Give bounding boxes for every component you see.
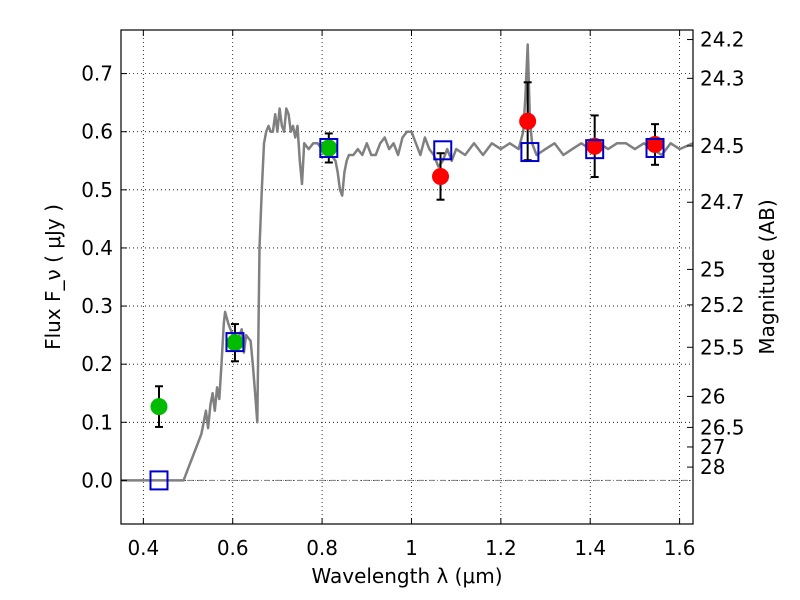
y2-tick-label: 26.5 (700, 415, 745, 439)
y2-tick-label: 24.3 (700, 66, 745, 90)
y2-tick-label: 24.2 (700, 28, 745, 52)
y-tick-label: 0.3 (81, 294, 113, 318)
x-tick-labels: 0.4 0.6 0.8 1 1.2 1.4 1.6 (127, 536, 695, 560)
x-tick-label: 0.6 (217, 536, 249, 560)
data-point (432, 167, 450, 185)
y2-tick-label: 27 (700, 435, 725, 459)
y-tick-label: 0.5 (81, 178, 113, 202)
data-points (150, 112, 664, 416)
model-markers (149, 137, 665, 491)
y-tick-label: 0.4 (81, 236, 113, 260)
model-marker (585, 139, 605, 160)
model-marker (433, 140, 453, 161)
y2-tick-label: 25.2 (700, 293, 745, 317)
data-point (320, 139, 338, 157)
errorbars (154, 81, 660, 428)
data-point (519, 112, 537, 130)
y-tick-label: 0.1 (81, 410, 113, 434)
spectrum-line (121, 43, 694, 482)
y2-tick-label: 24.7 (700, 190, 745, 214)
model-marker (645, 137, 665, 158)
data-point (150, 398, 168, 416)
x-tick-label: 1.2 (485, 536, 517, 560)
model-marker (149, 470, 169, 491)
data-point (226, 334, 244, 352)
y-tick-label: 0.6 (81, 120, 113, 144)
model-marker (520, 142, 540, 163)
grid (121, 30, 693, 524)
plot-frame (120, 29, 694, 525)
y2-tick-label: 25.5 (700, 335, 745, 359)
y2-axis-label: Magnitude (AB) (755, 199, 779, 354)
y-tick-label: 0.7 (81, 62, 113, 86)
y-tick-label: 0.2 (81, 352, 113, 376)
axis-ticks (121, 30, 693, 524)
y2-tick-label: 25 (700, 257, 725, 281)
x-tick-label: 1.6 (664, 536, 696, 560)
y-axis-label: Flux F_ν ( μJy ) (41, 204, 65, 350)
y2-tick-label: 26 (700, 384, 725, 408)
x-tick-label: 0.8 (306, 536, 338, 560)
x-tick-label: 0.4 (127, 536, 159, 560)
x-tick-label: 1 (405, 536, 418, 560)
y-tick-labels: 0.0 0.1 0.2 0.3 0.4 0.5 0.6 0.7 (81, 62, 113, 493)
y-tick-label: 0.0 (81, 468, 113, 492)
x-tick-label: 1.4 (574, 536, 606, 560)
model-marker (225, 332, 245, 353)
x-axis-label: Wavelength λ (μm) (311, 564, 502, 588)
y2-tick-label: 24.5 (700, 134, 745, 158)
y2-tick-label: 28 (700, 455, 725, 479)
model-marker (319, 137, 339, 158)
